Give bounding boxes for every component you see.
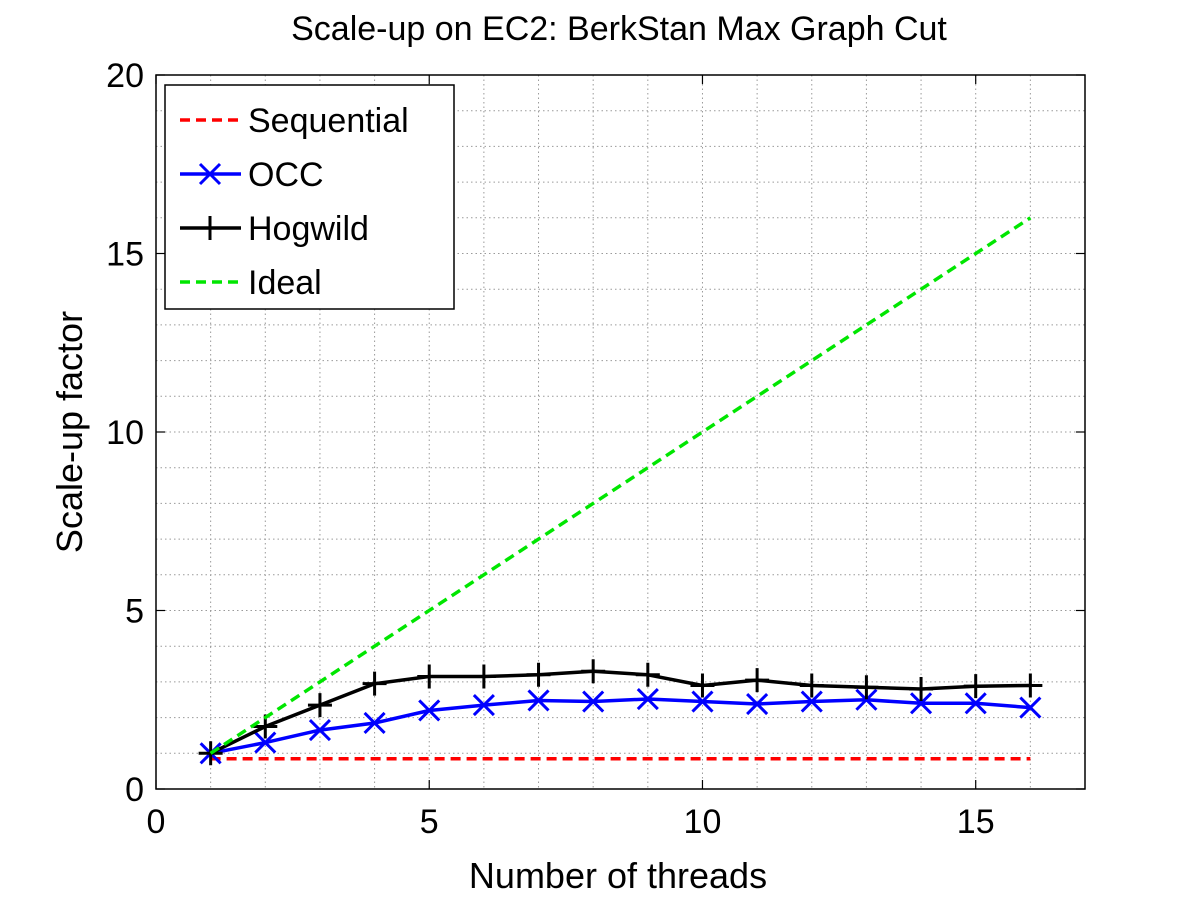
axis-ticks: 0 5 10 15 0 5 10 15 20 [106,57,1085,841]
y-axis-label: Scale-up factor [49,311,90,553]
legend: Sequential OCC Hogwild Ideal [164,84,455,310]
data-point-occ [582,690,605,713]
legend-entry-sequential: Sequential [180,102,409,140]
legend-label-hogwild: Hogwild [248,210,369,248]
legend-label-ideal: Ideal [248,264,322,302]
data-point-hogwild [1018,673,1043,698]
series-line-ideal [209,216,1032,755]
data-point-occ [363,711,386,735]
data-point-hogwild [690,673,715,698]
series-line-occ [210,697,1031,756]
series-layer [198,216,1043,766]
data-point-hogwild [909,677,934,702]
data-point-hogwild [362,671,387,696]
data-point-hogwild [854,675,879,700]
data-point-occ [964,692,987,715]
data-point-occ [636,687,659,711]
x-tick-label: 5 [420,803,439,841]
y-tick-label: 10 [106,414,144,452]
legend-label-occ: OCC [248,156,324,194]
data-point-hogwild [963,674,988,699]
legend-marker-occ [198,162,222,186]
data-point-occ [254,731,277,754]
series-line-hogwild [209,669,1031,755]
data-point-occ [691,690,714,713]
series-occ [199,687,1042,765]
legend-entry-occ: OCC [180,156,324,194]
y-tick-label: 20 [106,57,144,95]
chart-title: Scale-up on EC2: BerkStan Max Graph Cut [291,10,947,48]
data-point-hogwild [635,662,660,687]
legend-entry-hogwild: Hogwild [180,210,369,248]
x-axis-label: Number of threads [469,855,767,896]
x-tick-label: 10 [684,803,722,841]
data-point-occ [472,694,495,717]
data-point-hogwild [799,673,824,698]
data-point-occ [909,692,933,715]
series-hogwild [198,659,1043,766]
data-point-occ [1019,696,1042,719]
data-point-hogwild [417,664,442,689]
data-point-hogwild [526,662,551,687]
legend-label-sequential: Sequential [248,102,409,140]
data-point-occ [746,692,769,716]
data-point-hogwild [471,664,496,689]
data-point-occ [855,688,878,711]
x-tick-label: 15 [957,803,995,841]
data-point-hogwild [581,659,606,684]
legend-marker-hogwild [198,216,222,240]
data-point-occ [800,690,823,713]
data-point-hogwild [745,668,770,693]
data-point-occ [418,699,441,722]
series-ideal [209,216,1032,755]
data-point-hogwild [307,693,332,718]
data-point-occ [527,689,550,712]
y-tick-label: 15 [106,236,144,274]
legend-box [164,84,455,310]
legend-entry-ideal: Ideal [180,264,322,302]
data-point-occ [308,719,332,742]
x-tick-label: 0 [147,803,166,841]
y-tick-label: 5 [125,593,144,631]
y-tick-label: 0 [125,771,144,809]
